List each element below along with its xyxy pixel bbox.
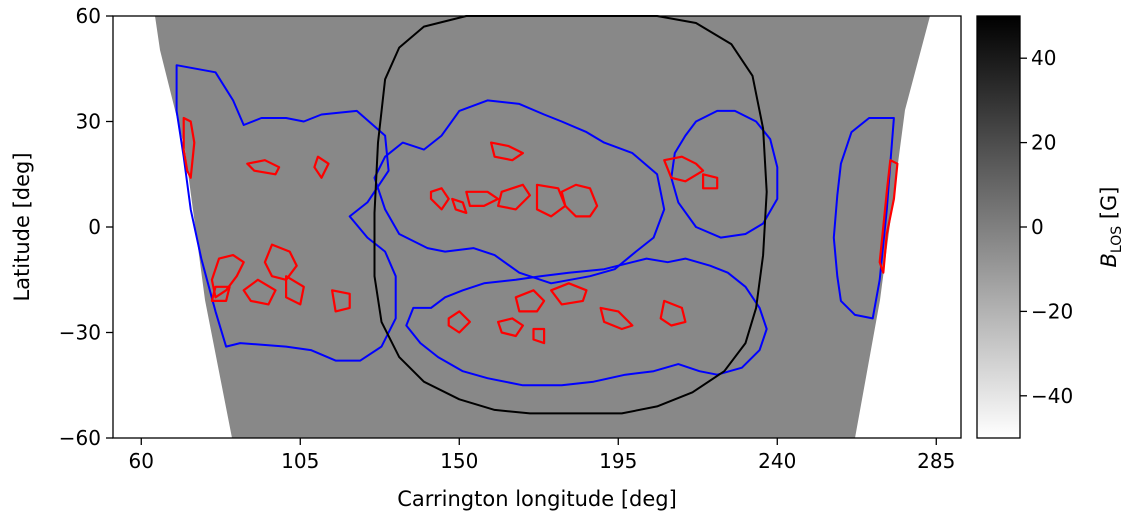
colorbar-tick-label: −20: [1031, 299, 1073, 323]
colorbar-gradient: [976, 15, 1021, 439]
red-contour-1: [210, 254, 245, 299]
red-contour-8: [313, 155, 330, 179]
x-tick-label: 105: [281, 449, 319, 473]
y-axis-label: Latitude [deg]: [10, 152, 34, 301]
red-contour-10: [451, 197, 468, 214]
colorbar-tick-label: 0: [1031, 215, 1044, 239]
x-axis-label: Carrington longitude [deg]: [397, 487, 677, 511]
red-contour-21: [599, 306, 634, 331]
x-tick-label: 150: [440, 449, 478, 473]
red-contour-12: [490, 141, 524, 162]
red-contour-19: [532, 327, 546, 345]
red-contour-24: [702, 173, 719, 190]
x-tick-label: 60: [129, 449, 154, 473]
blue-contour-0: [175, 64, 397, 362]
x-axis-ticks: 60 105 150 195 240 285: [129, 438, 955, 473]
red-contour-6: [331, 289, 351, 313]
colorbar-label-unit: [G]: [1097, 187, 1121, 226]
y-axis-ticks: −60 −30 0 30 60: [59, 4, 113, 450]
red-contour-16: [447, 310, 471, 334]
x-tick-label: 285: [917, 449, 955, 473]
red-contour-20: [550, 282, 588, 306]
magnetogram-image: [155, 16, 930, 438]
red-contour-23: [663, 155, 705, 183]
y-tick-label: 30: [76, 110, 101, 134]
colorbar-label: BLOS [G]: [1097, 187, 1125, 268]
colorbar-label-main: B: [1097, 253, 1121, 267]
red-contour-11: [465, 190, 500, 207]
red-contour-2: [210, 285, 231, 302]
red-contour-9: [429, 187, 450, 211]
colorbar-tick-label: 20: [1031, 131, 1056, 155]
colorbar-tick-label: −40: [1031, 384, 1073, 408]
plot-panel: 60 105 150 195 240 285 −60 −30 0 30 60: [59, 4, 962, 473]
red-contour-15: [560, 183, 599, 218]
red-contour-0: [182, 116, 196, 179]
y-tick-label: 60: [76, 4, 101, 28]
blue-contour-2: [405, 257, 768, 387]
red-contour-3: [242, 278, 277, 306]
blue-contour-1: [373, 99, 666, 285]
red-contour-22: [659, 299, 687, 327]
red-contour-5: [285, 275, 305, 306]
red-contour-18: [514, 289, 546, 313]
y-tick-label: −30: [59, 321, 101, 345]
red-contour-13: [497, 183, 531, 211]
y-tick-label: 0: [88, 215, 101, 239]
colorbar: 40 20 0 −20 −40 BLOS [G]: [976, 15, 1125, 439]
y-tick-label: −60: [59, 426, 101, 450]
colorbar-ticks: 40 20 0 −20 −40: [1020, 46, 1073, 408]
red-contour-25: [878, 159, 899, 274]
blue-contour-4: [832, 117, 895, 320]
x-tick-label: 195: [599, 449, 637, 473]
red-contour-17: [497, 317, 524, 338]
x-tick-label: 240: [758, 449, 796, 473]
red-contour-7: [246, 159, 281, 176]
contour-overlays: [175, 15, 899, 415]
red-contour-14: [535, 183, 567, 218]
colorbar-label-sub: LOS: [1109, 226, 1125, 253]
blue-contour-3: [670, 109, 779, 239]
colorbar-tick-label: 40: [1031, 46, 1056, 70]
